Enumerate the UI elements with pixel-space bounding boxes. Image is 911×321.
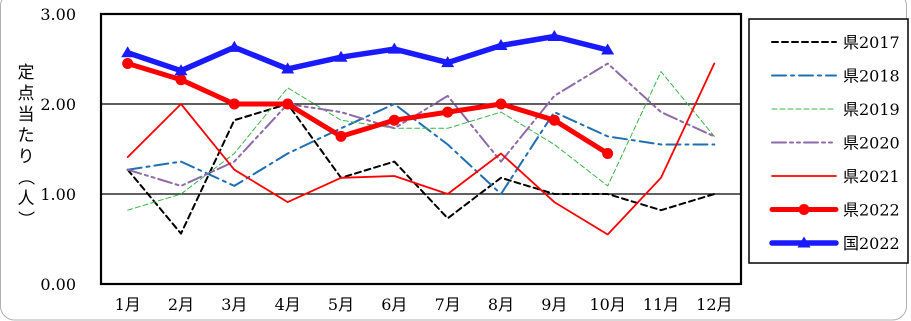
legend-marker — [797, 236, 811, 248]
y-axis-label-char: 定 — [18, 63, 35, 83]
legend-frame — [748, 18, 909, 264]
x-tick-label: 8月 — [488, 295, 514, 314]
y-axis-label-char: 人 — [18, 189, 35, 209]
series-point-7 — [281, 62, 295, 74]
series-point-6 — [388, 114, 400, 126]
x-tick-label: 2月 — [168, 295, 194, 314]
y-axis-label-char: ） — [15, 211, 35, 228]
series-point-6 — [228, 98, 240, 110]
series-point-7 — [121, 46, 135, 58]
y-axis-label-char: 点 — [18, 84, 35, 104]
y-tick-label: 0.00 — [40, 275, 76, 294]
gridlines — [101, 103, 741, 195]
series-line-5 — [126, 62, 716, 236]
legend-label: 国2022 — [843, 234, 900, 253]
series-point-6 — [495, 98, 507, 110]
y-tick-labels: 0.00 1.00 2.00 3.00 — [40, 5, 76, 294]
series-line-2 — [126, 103, 716, 195]
y-axis-label-char: り — [18, 147, 35, 167]
series-point-6 — [282, 98, 294, 110]
x-tick-label: 12月 — [696, 295, 732, 314]
series-point-7 — [494, 39, 508, 51]
legend-marker — [798, 204, 810, 215]
series-point-6 — [175, 74, 187, 86]
series-point-7 — [601, 43, 615, 55]
series-point-7 — [334, 50, 348, 62]
series-lines — [121, 30, 716, 236]
y-axis-label-char: 当 — [18, 105, 35, 125]
series-point-6 — [335, 130, 347, 142]
legend-label: 県2020 — [843, 134, 900, 153]
legend-items: 県2017 県2018 県2019 県2020 県2021 県2022 国2022 — [769, 33, 900, 253]
legend-label: 県2019 — [843, 100, 900, 119]
series-line-3 — [127, 71, 715, 211]
legend: 県2017 県2018 県2019 県2020 県2021 県2022 国2022 — [748, 18, 909, 264]
series-point-6 — [602, 148, 614, 159]
series-point-7 — [547, 30, 561, 42]
y-axis-label-char: （ — [15, 169, 35, 186]
legend-label: 県2022 — [843, 201, 900, 220]
x-tick-labels: 1月 2月 3月 4月 5月 6月 7月 8月 9月 10月 11月 12月 — [115, 295, 733, 314]
series-point-7 — [441, 56, 455, 68]
x-tick-label: 7月 — [435, 295, 461, 314]
x-tick-label: 1月 — [115, 295, 141, 314]
x-tick-label: 10月 — [589, 295, 625, 314]
series-point-7 — [387, 42, 401, 54]
x-tick-label: 11月 — [643, 295, 679, 314]
series-point-6 — [442, 106, 454, 118]
x-tick-label: 9月 — [541, 295, 567, 314]
x-tick-label: 3月 — [221, 295, 247, 314]
series-line-4 — [126, 62, 716, 187]
series-line-7 — [124, 33, 611, 74]
legend-label: 県2018 — [843, 67, 900, 86]
plot-area: 0.00 1.00 2.00 3.00 1月 2月 3月 4月 5月 6月 7月 8月 9月 10月 11… — [40, 5, 743, 314]
series-point-7 — [174, 64, 188, 76]
x-tick-label: 6月 — [381, 295, 407, 314]
y-tick-label: 2.00 — [40, 95, 76, 114]
x-tick-label: 5月 — [328, 295, 354, 314]
series-point-6 — [122, 58, 134, 69]
series-point-7 — [227, 40, 241, 52]
legend-label: 県2017 — [843, 33, 900, 52]
series-line-1 — [126, 103, 716, 235]
y-tick-label: 3.00 — [40, 5, 76, 24]
y-tick-label: 1.00 — [40, 185, 76, 204]
legend-label: 県2021 — [843, 167, 900, 186]
series-line-6 — [125, 61, 611, 156]
series-point-6 — [548, 114, 560, 126]
y-axis-label-char: た — [18, 126, 35, 146]
x-tick-label: 4月 — [275, 295, 301, 314]
